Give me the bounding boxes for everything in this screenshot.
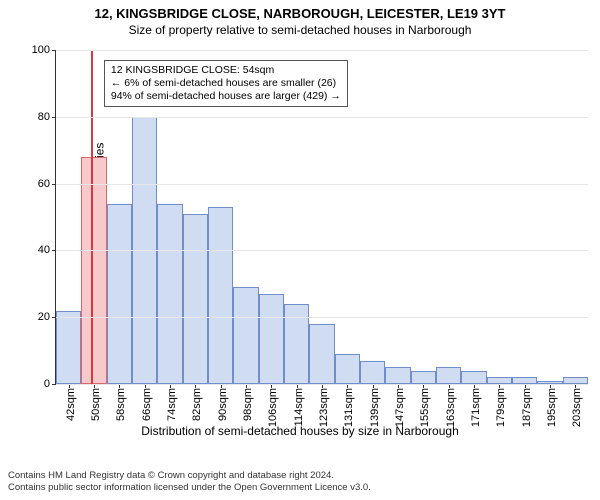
chart-area: Number of semi-detached properties 42sqm… bbox=[0, 40, 600, 440]
highlight-marker-line bbox=[91, 50, 93, 384]
gridline bbox=[56, 384, 588, 385]
bar bbox=[284, 304, 309, 384]
y-tick-label: 0 bbox=[44, 378, 56, 390]
x-tick-label: 195sqm bbox=[546, 384, 558, 427]
x-tick-label: 106sqm bbox=[267, 384, 279, 427]
x-tick-label: 179sqm bbox=[495, 384, 507, 427]
bar-slot: 179sqm bbox=[487, 50, 512, 384]
x-tick-label: 66sqm bbox=[141, 384, 153, 421]
x-tick-label: 187sqm bbox=[521, 384, 533, 427]
bar-highlight bbox=[81, 157, 106, 384]
y-tick-label: 20 bbox=[38, 311, 56, 323]
bar-slot: 187sqm bbox=[512, 50, 537, 384]
bar bbox=[56, 311, 81, 384]
gridline bbox=[56, 50, 588, 51]
annotation-line-1: 12 KINGSBRIDGE CLOSE: 54sqm bbox=[111, 64, 341, 77]
plot-region: 42sqm50sqm58sqm66sqm74sqm82sqm90sqm98sqm… bbox=[55, 50, 588, 385]
x-tick-label: 155sqm bbox=[419, 384, 431, 427]
bar-slot: 163sqm bbox=[436, 50, 461, 384]
x-tick-label: 163sqm bbox=[445, 384, 457, 427]
x-tick-label: 139sqm bbox=[369, 384, 381, 427]
y-tick-label: 40 bbox=[38, 244, 56, 256]
bar-slot: 42sqm bbox=[56, 50, 81, 384]
x-tick-label: 203sqm bbox=[571, 384, 583, 427]
bar-slot: 139sqm bbox=[360, 50, 385, 384]
bar bbox=[233, 287, 258, 384]
gridline bbox=[56, 250, 588, 251]
x-tick-label: 42sqm bbox=[65, 384, 77, 421]
bar bbox=[512, 377, 537, 384]
bar bbox=[335, 354, 360, 384]
x-tick-label: 171sqm bbox=[470, 384, 482, 427]
y-tick-label: 80 bbox=[38, 111, 56, 123]
x-tick-label: 114sqm bbox=[293, 384, 305, 426]
bar bbox=[563, 377, 588, 384]
chart-title-sub: Size of property relative to semi-detach… bbox=[0, 21, 600, 37]
x-tick-label: 98sqm bbox=[242, 384, 254, 421]
x-tick-label: 74sqm bbox=[166, 384, 178, 421]
bar bbox=[385, 367, 410, 384]
bar bbox=[487, 377, 512, 384]
bar bbox=[107, 204, 132, 384]
bar bbox=[360, 361, 385, 384]
bar-slot: 50sqm bbox=[81, 50, 106, 384]
bar bbox=[309, 324, 334, 384]
bar-slot: 171sqm bbox=[461, 50, 486, 384]
annotation-line-3: 94% of semi-detached houses are larger (… bbox=[111, 90, 341, 103]
bar bbox=[411, 371, 436, 384]
bar-slot: 203sqm bbox=[563, 50, 588, 384]
footer-line-1: Contains HM Land Registry data © Crown c… bbox=[8, 470, 334, 481]
bar bbox=[461, 371, 486, 384]
footer-line-2: Contains public sector information licen… bbox=[8, 482, 592, 494]
x-tick-label: 58sqm bbox=[115, 384, 127, 421]
bar bbox=[259, 294, 284, 384]
gridline bbox=[56, 317, 588, 318]
x-tick-label: 90sqm bbox=[217, 384, 229, 421]
bar bbox=[436, 367, 461, 384]
gridline bbox=[56, 184, 588, 185]
footer-attribution: Contains HM Land Registry data © Crown c… bbox=[0, 465, 600, 500]
x-tick-label: 82sqm bbox=[191, 384, 203, 421]
x-axis-label: Distribution of semi-detached houses by … bbox=[0, 424, 600, 438]
x-tick-label: 131sqm bbox=[343, 384, 355, 427]
bar-slot: 195sqm bbox=[537, 50, 562, 384]
x-tick-label: 147sqm bbox=[394, 384, 406, 427]
y-tick-label: 100 bbox=[32, 44, 56, 56]
bar-slot: 155sqm bbox=[411, 50, 436, 384]
bar bbox=[208, 207, 233, 384]
bar-slot: 147sqm bbox=[385, 50, 410, 384]
chart-title-main: 12, KINGSBRIDGE CLOSE, NARBOROUGH, LEICE… bbox=[0, 0, 600, 21]
x-tick-label: 50sqm bbox=[90, 384, 102, 421]
gridline bbox=[56, 117, 588, 118]
bar bbox=[183, 214, 208, 384]
annotation-line-2: ← 6% of semi-detached houses are smaller… bbox=[111, 77, 341, 90]
x-tick-label: 123sqm bbox=[318, 384, 330, 427]
annotation-box: 12 KINGSBRIDGE CLOSE: 54sqm ← 6% of semi… bbox=[104, 60, 348, 107]
bar bbox=[157, 204, 182, 384]
y-tick-label: 60 bbox=[38, 178, 56, 190]
